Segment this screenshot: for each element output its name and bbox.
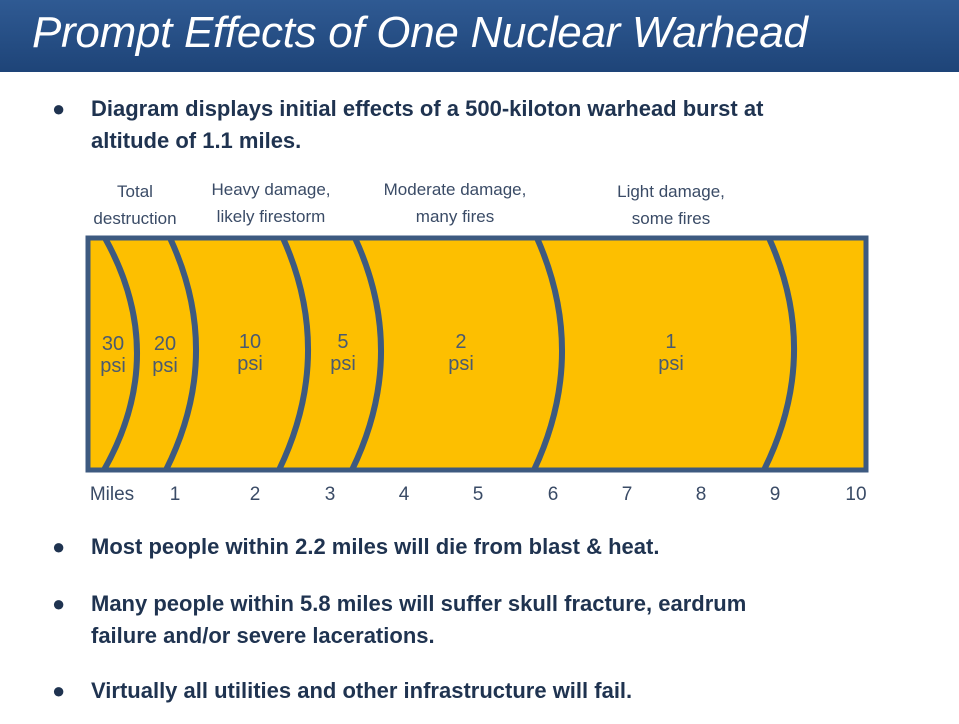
ring-boundary-30-psi: [101, 236, 140, 472]
tick-8: 8: [695, 484, 707, 505]
psi-label-1: 1 psi: [658, 331, 684, 375]
tick-3: 3: [324, 484, 336, 505]
bullet-dot: ●: [52, 534, 66, 559]
psi-label-20: 20 psi: [152, 333, 178, 377]
psi-label-2: 2 psi: [448, 331, 474, 375]
slide-title: Prompt Effects of One Nuclear Warhead: [32, 8, 808, 57]
ring-boundary-10-psi: [276, 236, 311, 472]
ring-boundary-2-psi: [531, 236, 565, 472]
ring-boundary-5-psi: [349, 236, 384, 472]
bullet-text: Virtually all utilities and other infras…: [91, 678, 633, 703]
bullet-text: Many people within 5.8 miles will suffer…: [91, 591, 747, 648]
bullet-dot: ●: [52, 96, 66, 121]
bullet-dot: ●: [52, 678, 66, 703]
ring-boundary-20-psi: [163, 236, 199, 472]
title-bar: Prompt Effects of One Nuclear Warhead: [0, 0, 959, 72]
tick-9: 9: [769, 484, 781, 505]
tick-10: 10: [845, 484, 867, 505]
tick-5: 5: [472, 484, 484, 505]
axis-label-miles: Miles: [89, 484, 135, 505]
blast-area: [85, 235, 869, 473]
tick-6: 6: [547, 484, 559, 505]
zone-label-moderate-damage: Moderate damage, many fires: [383, 180, 527, 226]
tick-7: 7: [621, 484, 633, 505]
tick-2: 2: [249, 484, 261, 505]
zone-label-light-damage: Light damage, some fires: [617, 182, 725, 228]
psi-label-30: 30 psi: [100, 333, 126, 377]
bullet-text: Diagram displays initial effects of a 50…: [91, 96, 764, 153]
tick-4: 4: [398, 484, 410, 505]
bullet-text: Most people within 2.2 miles will die fr…: [91, 534, 660, 559]
zone-label-heavy-damage: Heavy damage, likely firestorm: [211, 180, 331, 226]
tick-1: 1: [169, 484, 181, 505]
psi-label-10: 10 psi: [237, 331, 263, 375]
bullet-dot: ●: [52, 591, 66, 616]
zone-label-total-destruction: Total destruction: [93, 182, 177, 228]
psi-label-5: 5 psi: [330, 331, 356, 375]
zone-header-bg: [72, 170, 882, 236]
ring-boundary-1-psi: [761, 236, 797, 472]
